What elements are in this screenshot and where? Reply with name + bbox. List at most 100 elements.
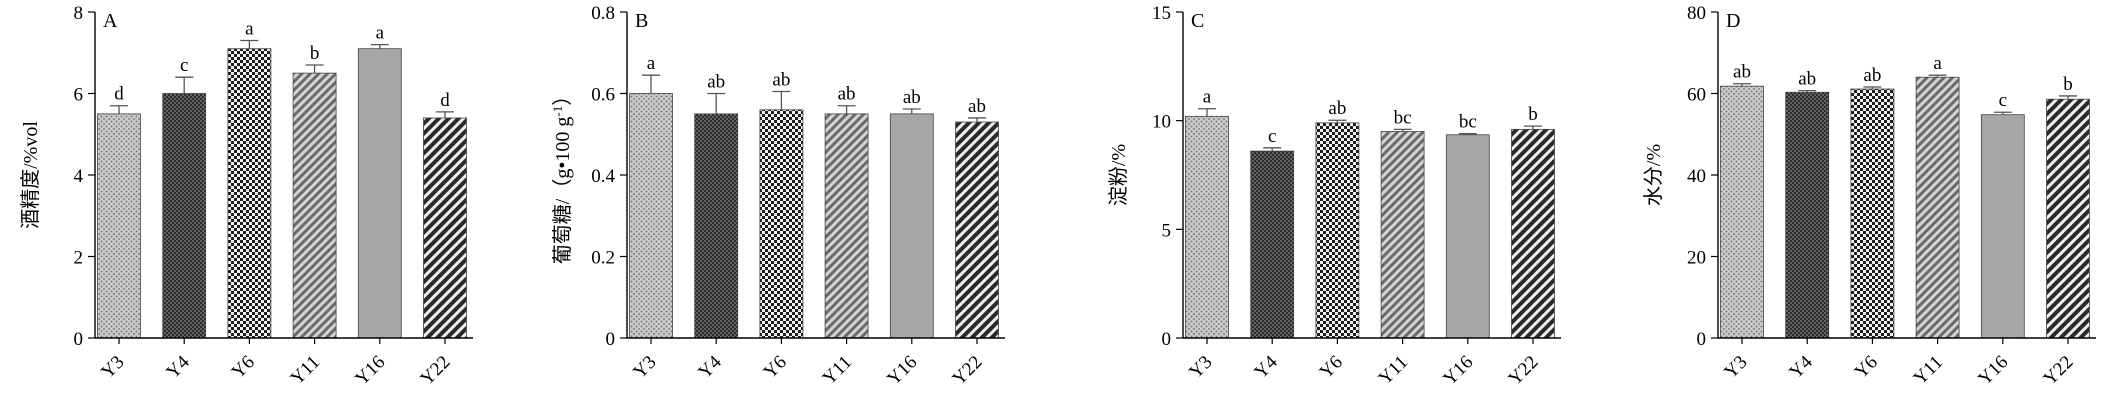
significance-letter: ab xyxy=(838,84,856,105)
panel-label: C xyxy=(1191,10,1204,32)
bar xyxy=(1380,131,1425,339)
bar xyxy=(292,72,337,339)
panel-label: B xyxy=(635,10,648,32)
y-tick-label: 4 xyxy=(74,166,84,187)
y-tick-label: 0 xyxy=(74,329,84,350)
significance-letter: bc xyxy=(1394,107,1412,128)
x-tick-label: Y11 xyxy=(819,352,856,389)
x-tick-label: Y3 xyxy=(1720,352,1751,383)
bar xyxy=(1720,85,1764,339)
bar xyxy=(97,113,141,339)
x-tick-label: Y16 xyxy=(883,352,921,390)
x-tick-label: Y6 xyxy=(228,352,259,383)
x-tick-label: Y22 xyxy=(2040,352,2078,390)
y-tick-label: 40 xyxy=(1687,166,1706,187)
bar xyxy=(629,93,673,339)
significance-letter: c xyxy=(180,55,188,76)
panel-label: D xyxy=(1726,10,1740,32)
bar xyxy=(955,121,999,339)
significance-letter: ab xyxy=(903,87,921,108)
x-tick-label: Y3 xyxy=(629,352,660,383)
significance-letter: ab xyxy=(1863,65,1881,86)
x-tick-label: Y16 xyxy=(351,352,389,390)
x-tick-label: Y4 xyxy=(162,351,194,383)
significance-letter: d xyxy=(440,90,450,111)
x-tick-label: Y6 xyxy=(1316,352,1347,383)
x-tick-label: Y4 xyxy=(1250,351,1282,383)
x-tick-label: Y4 xyxy=(694,351,726,383)
y-axis-title: 水分/% xyxy=(1642,144,1665,206)
bar xyxy=(162,93,207,339)
x-tick-label: Y6 xyxy=(760,352,791,383)
x-tick-label: Y22 xyxy=(949,352,987,390)
y-tick-label: 5 xyxy=(1162,220,1172,241)
y-tick-label: 0.6 xyxy=(591,85,615,106)
x-tick-label: Y22 xyxy=(1505,352,1543,390)
y-tick-label: 8 xyxy=(74,3,84,24)
x-tick-label: Y4 xyxy=(1785,351,1817,383)
significance-letter: ab xyxy=(1733,62,1751,83)
y-tick-label: 0 xyxy=(1697,329,1707,350)
chart-panel-c: Ca Y3 c Y4 ab Y6 bc Y11 bc Y16 b Y22 0 5 10 15 淀粉/% xyxy=(1107,3,1561,390)
y-tick-label: 20 xyxy=(1687,248,1706,269)
y-tick-label: 2 xyxy=(74,248,84,269)
bar xyxy=(1511,128,1555,339)
significance-letter: c xyxy=(1999,90,2007,111)
significance-letter: a xyxy=(647,53,656,74)
bar xyxy=(227,48,272,339)
x-tick-label: Y3 xyxy=(1185,352,1216,383)
x-tick-label: Y16 xyxy=(1974,352,2012,390)
y-tick-label: 0 xyxy=(1162,329,1172,350)
panel-label: A xyxy=(103,10,118,32)
significance-letter: a xyxy=(1933,53,1942,74)
bar xyxy=(1445,134,1490,339)
bar xyxy=(889,113,934,339)
significance-letter: c xyxy=(1268,126,1276,147)
bar xyxy=(759,109,804,339)
bar xyxy=(1980,114,2025,339)
x-tick-label: Y16 xyxy=(1439,352,1477,390)
bar xyxy=(423,117,467,339)
bar xyxy=(1250,150,1295,339)
significance-letter: a xyxy=(245,19,254,40)
significance-letter: b xyxy=(2063,74,2073,95)
significance-letter: bc xyxy=(1459,112,1477,133)
x-tick-label: Y22 xyxy=(417,352,455,390)
bar xyxy=(1185,115,1229,339)
chart-panel-a: Ad Y3 c Y4 a Y6 b Y11 a Y16 d Y22 0 2 4 6 8 酒精度/%vol xyxy=(19,3,473,390)
significance-letter: ab xyxy=(772,69,790,90)
y-tick-label: 0.8 xyxy=(591,3,615,24)
x-tick-label: Y11 xyxy=(1375,352,1412,389)
y-tick-label: 6 xyxy=(74,85,84,106)
bar xyxy=(694,113,739,339)
chart-panel-d: Dab Y3 ab Y4 ab Y6 a Y11 c Y16 b Y22 0 20 40 60 80 水分/% xyxy=(1642,3,2096,390)
significance-letter: ab xyxy=(707,72,725,93)
significance-letter: b xyxy=(1528,104,1538,125)
significance-letter: d xyxy=(114,84,124,105)
significance-letter: b xyxy=(310,43,320,64)
y-tick-label: 10 xyxy=(1152,112,1171,133)
bar xyxy=(357,48,402,339)
bar xyxy=(1850,88,1895,339)
y-axis-title-superscript: -1 xyxy=(550,106,565,117)
significance-letter: ab xyxy=(968,96,986,117)
y-axis-title: 葡萄糖/（g•100 g-1） xyxy=(550,86,575,264)
significance-letter: a xyxy=(376,23,385,44)
y-axis-title: 酒精度/%vol xyxy=(19,121,42,229)
y-tick-label: 80 xyxy=(1687,3,1706,24)
y-tick-label: 0 xyxy=(606,329,616,350)
significance-letter: ab xyxy=(1798,69,1816,90)
significance-letter: a xyxy=(1203,87,1212,108)
bar xyxy=(824,113,869,339)
y-tick-label: 0.2 xyxy=(591,248,615,269)
x-tick-label: Y3 xyxy=(97,352,128,383)
y-axis-title: 淀粉/% xyxy=(1107,144,1130,206)
x-tick-label: Y6 xyxy=(1851,352,1882,383)
bar xyxy=(2046,98,2090,339)
y-tick-label: 60 xyxy=(1687,85,1706,106)
bar xyxy=(1915,76,1960,339)
x-tick-label: Y11 xyxy=(287,352,324,389)
x-tick-label: Y11 xyxy=(1910,352,1947,389)
y-axis-title-suffix: ） xyxy=(551,86,574,106)
